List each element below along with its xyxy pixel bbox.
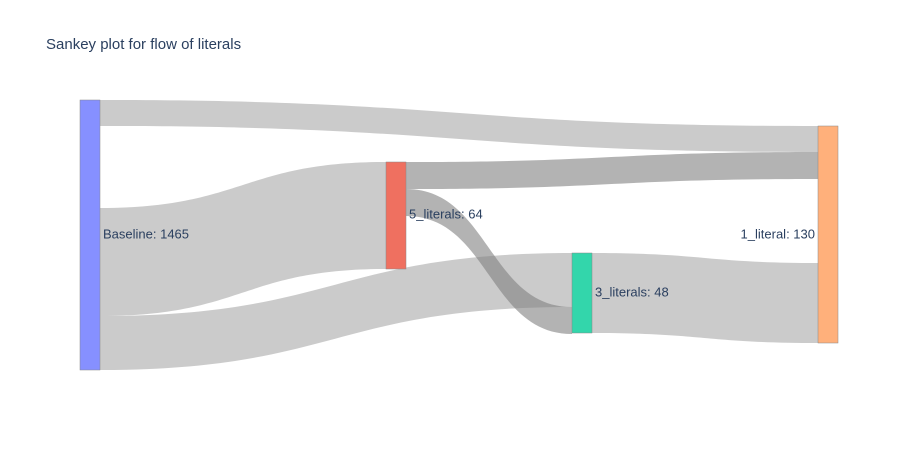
sankey-node-1_literal[interactable]	[817, 125, 839, 344]
sankey-node-label-baseline: Baseline: 1465	[103, 226, 189, 241]
sankey-link-baseline-to-3_literals[interactable]	[100, 253, 572, 370]
sankey-node-3_literals[interactable]	[571, 252, 593, 334]
sankey-node-label-3_literals: 3_literals: 48	[595, 284, 669, 299]
sankey-link-baseline-to-1_literal[interactable]	[100, 100, 818, 152]
sankey-link-5_literals-to-3_literals[interactable]	[406, 189, 572, 334]
sankey-node-baseline[interactable]	[79, 99, 101, 371]
chart-title: Sankey plot for flow of literals	[46, 36, 242, 53]
sankey-node-5_literals[interactable]	[385, 161, 407, 270]
sankey-nodes	[79, 99, 839, 371]
sankey-link-baseline-to-5_literals[interactable]	[100, 162, 386, 316]
sankey-link-3_literals-to-1_literal[interactable]	[592, 253, 818, 343]
sankey-link-5_literals-to-1_literal[interactable]	[406, 152, 818, 189]
sankey-links	[100, 100, 818, 370]
sankey-node-label-5_literals: 5_literals: 64	[409, 206, 483, 221]
sankey-node-label-1_literal: 1_literal: 130	[741, 226, 815, 241]
sankey-labels: Baseline: 1465 5_literals: 64 3_literals: …	[103, 206, 815, 299]
